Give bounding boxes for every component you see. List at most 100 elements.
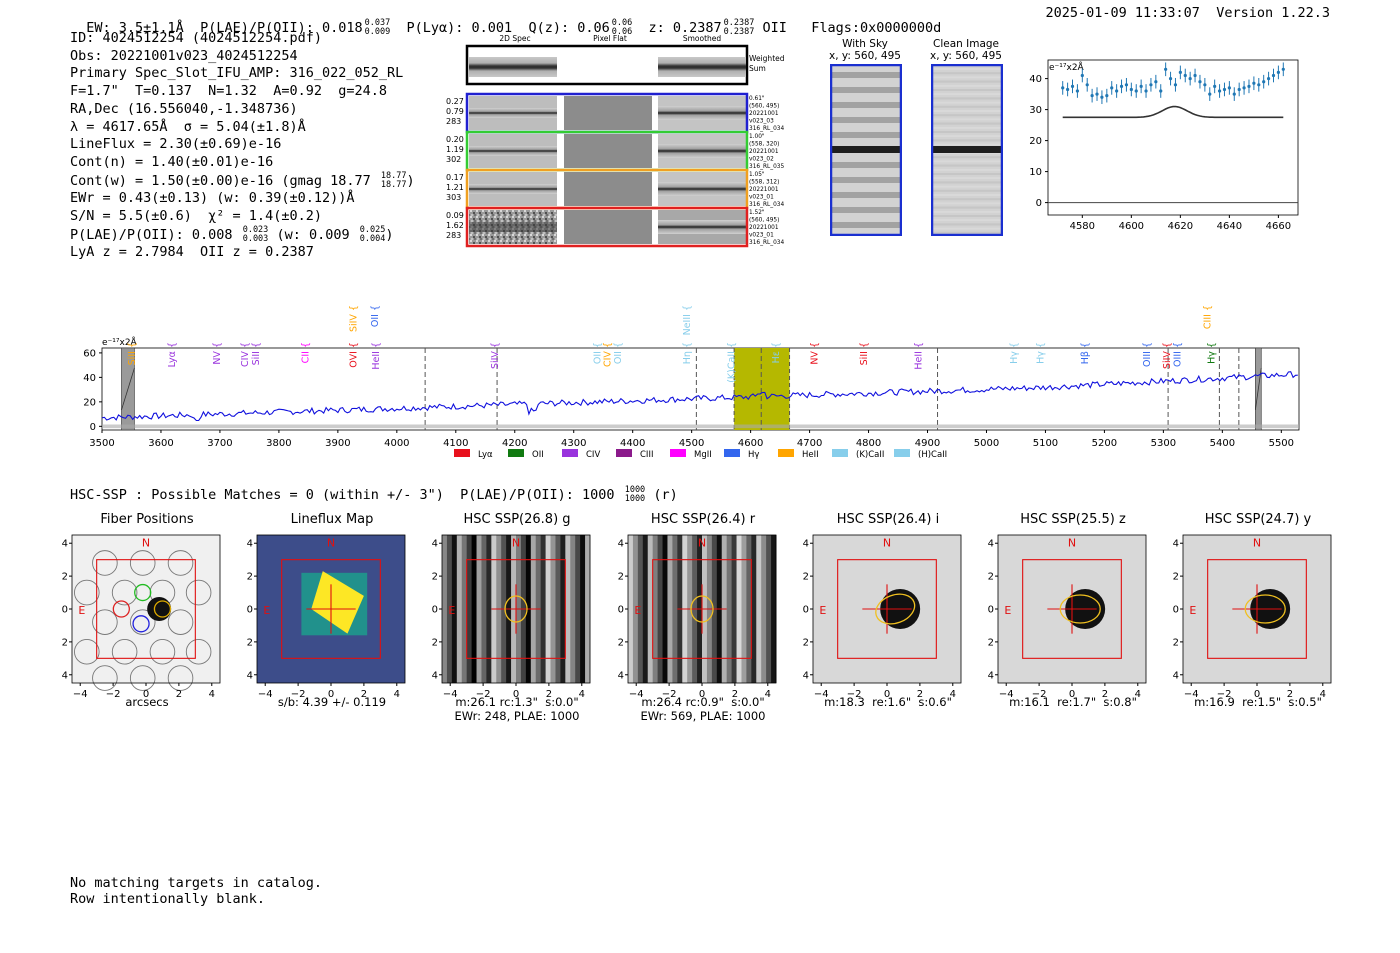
- cutout-noise-row: [933, 231, 1001, 234]
- full-x-tick-label: 5500: [1269, 438, 1294, 449]
- zoom-data-point: [1266, 77, 1271, 81]
- full-x-tick-label: 3700: [207, 438, 232, 449]
- full-line-label: Hγ {: [1207, 342, 1218, 364]
- spec2d-row-left-label: 283: [446, 231, 461, 240]
- qz-frac: 0.06 0.06: [611, 18, 633, 37]
- north-label: N: [883, 537, 891, 550]
- ew-value: EW: 3.5±1.1Å: [86, 20, 184, 36]
- hsc-plae-frac: 1000 1000: [624, 485, 646, 504]
- spec2d-row-right-label: v023_03: [749, 119, 774, 125]
- hsc-y-tick-label: 4: [247, 539, 253, 550]
- spec2d-row-frame: [465, 206, 749, 248]
- col-title-2dspec: 2D Spec: [499, 34, 530, 43]
- fiber-highlight: [112, 600, 130, 618]
- hsc-noise-column: [575, 535, 581, 683]
- fiber-circle: [167, 665, 194, 691]
- spec2d-row-right-label: v023_01: [749, 195, 774, 201]
- full-x-tick-label: 4100: [443, 438, 468, 449]
- east-label: E: [448, 604, 455, 617]
- spec2d-row-right-label: 20221001: [749, 149, 779, 155]
- hsc-panel-caption: arcsecs: [125, 695, 169, 709]
- hsc-panel-caption: m:26.4 rc:0.9" s:0.0" EWr: 569, PLAE: 10…: [640, 695, 766, 723]
- full-line-label: OII {: [370, 305, 381, 327]
- zoom-data-point: [1066, 87, 1070, 92]
- plya-value: P(Lyα): 0.001: [406, 20, 513, 36]
- full-line-label: CIII {: [1203, 305, 1214, 329]
- full-x-tick-label: 3800: [266, 438, 291, 449]
- zoom-y-tick-label: 20: [1029, 136, 1042, 147]
- zoom-data-point: [1247, 84, 1251, 88]
- spec2d-row-right-label: v023_02: [749, 157, 774, 163]
- clean-image: [931, 64, 1003, 236]
- zoom-data-point: [1193, 73, 1197, 78]
- full-x-tick-label: 3500: [89, 438, 114, 449]
- cutout-noise-row: [933, 219, 1001, 222]
- full-line-label: SiII {: [251, 342, 262, 365]
- header-datetime: 2025-01-09 11:33:07 Version 1.22.3: [1046, 5, 1331, 21]
- cutout-noise-row: [933, 143, 1001, 146]
- hsc-x-tick-label: 2: [1102, 689, 1108, 700]
- east-label: E: [263, 604, 270, 617]
- hsc-panel-image: N E −4 −4 −2 −2 0 0 2 2 4 4: [988, 534, 1147, 700]
- hsc-noise-column: [471, 535, 478, 683]
- zoom-data-point: [1281, 67, 1285, 71]
- hsc-noise-column: [657, 535, 664, 683]
- legend-label: (K)CaII: [856, 450, 884, 460]
- zoom-data-point: [1222, 87, 1227, 92]
- zoom-data-point: [1168, 77, 1173, 81]
- flags-value: Flags:0x0000000d: [811, 20, 942, 36]
- zoom-data-point: [1075, 89, 1080, 93]
- hsc-x-tick-label: −4: [814, 689, 829, 700]
- zoom-data-point: [1159, 89, 1163, 93]
- hsc-y-tick-label: −4: [988, 670, 994, 681]
- full-line-label: (K)CaII {: [727, 342, 738, 383]
- cutout-noise-row: [933, 101, 1001, 104]
- hsc-x-tick-label: 2: [917, 689, 923, 700]
- full-line-label: HeII {: [914, 342, 925, 370]
- zoom-data-point: [1134, 89, 1138, 93]
- full-line-label: SiII {: [127, 342, 138, 365]
- hsc-panel-image: N E −4 −4 −2 −2 0 0 2 2 4 4: [247, 534, 406, 700]
- hsc-noise-column: [746, 535, 752, 683]
- zoom-data-point: [1252, 81, 1256, 85]
- plae-frac: 0.037 0.009: [364, 18, 391, 37]
- legend-swatch: [616, 449, 632, 457]
- hsc-y-tick-label: 0: [803, 605, 809, 616]
- fiber-circle: [92, 609, 118, 635]
- source-ellipse: [1059, 594, 1101, 624]
- spec2d-row-right-label: 20221001: [749, 225, 779, 231]
- hsc-noise-column: [667, 535, 673, 683]
- zoom-x-tick-label: 4660: [1266, 221, 1291, 232]
- full-line-label: OII {: [613, 342, 624, 364]
- spec2d-row-right-label: (560, 495): [749, 104, 779, 110]
- zoom-data-point: [1237, 87, 1241, 92]
- full-line-label: SiIV {: [490, 342, 501, 369]
- hsc-noise-column: [565, 535, 571, 683]
- hsc-y-tick-label: 4: [432, 539, 438, 550]
- full-line-label: Hη {: [682, 342, 693, 364]
- spec2d-row-left-label: 0.79: [446, 107, 464, 116]
- spec2d-row-2dspec-trace: [469, 184, 557, 194]
- hsc-noise-column: [456, 535, 463, 683]
- hsc-x-tick-label: 4: [950, 689, 956, 700]
- east-label: E: [1004, 604, 1011, 617]
- header-summary: EW: 3.5±1.1Å P(LAE)/P(OII): 0.018 0.037 0.…: [70, 3, 941, 37]
- cutout-noise-row: [933, 210, 1001, 213]
- full-line-label: NV {: [212, 342, 223, 365]
- fiber-circle: [129, 550, 156, 576]
- zoom-data-point: [1139, 84, 1143, 88]
- fiber-circle: [129, 609, 156, 635]
- zoom-data-point: [1061, 86, 1065, 90]
- full-zero-band: [102, 424, 1299, 429]
- cutout-noise-row: [933, 177, 1001, 180]
- zoom-data-point: [1257, 83, 1261, 87]
- hsc-y-tick-label: 2: [432, 572, 438, 583]
- full-line-label: OIII {: [1172, 342, 1183, 367]
- cutout-frame: [931, 64, 1003, 236]
- plae-label: P(LAE)/P(OII): 0.018: [200, 20, 363, 36]
- cutout-noise-row: [933, 206, 1001, 209]
- cutout-noise-row: [933, 139, 1001, 142]
- hsc-panel-title: HSC SSP(26.8) g: [463, 512, 571, 527]
